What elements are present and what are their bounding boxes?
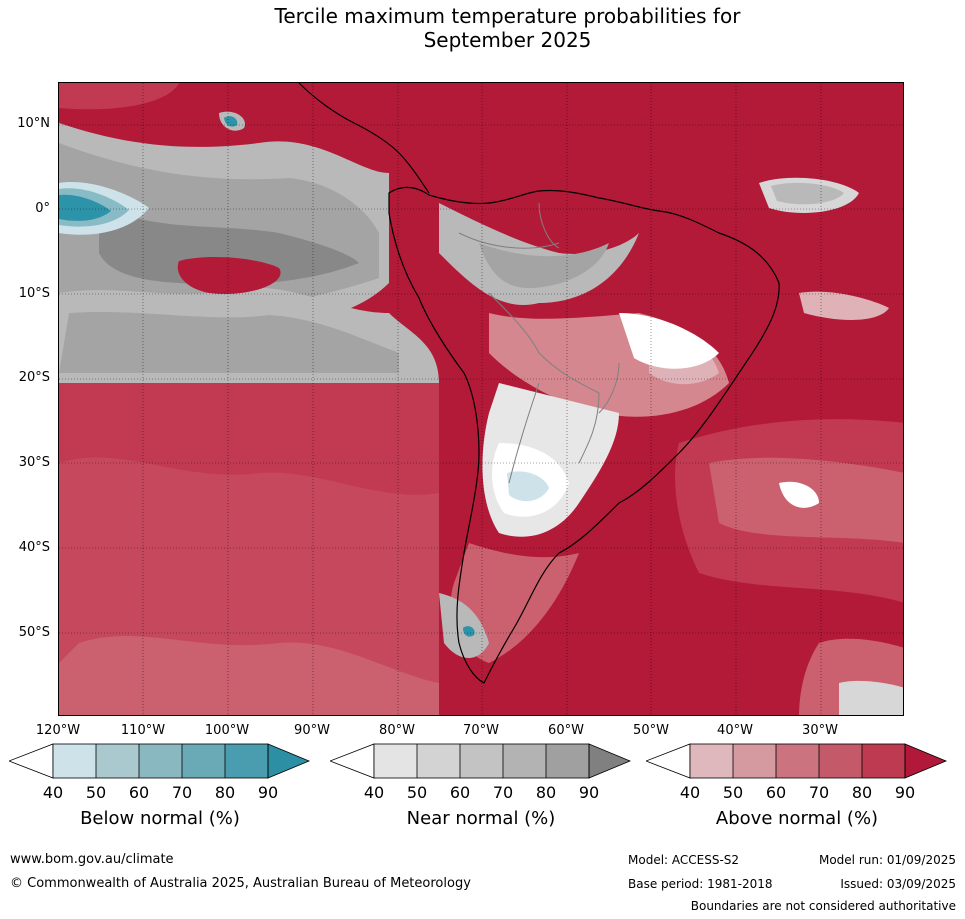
map-panel[interactable] [58,82,904,716]
amazon-near-region [439,203,639,305]
near-tick-90: 90 [578,783,600,802]
map-title-line2: September 2025 [423,28,592,52]
country-borders [458,202,620,484]
below-tick-70: 70 [171,783,193,802]
above-normal-colorbar [646,743,948,779]
lat-label-20s: 20°S [18,370,50,385]
central-america-coastline [298,83,430,194]
north-pacific-band [59,83,179,110]
above-normal-title: Above normal (%) [715,808,879,829]
lat-label-50s: 50°S [18,625,50,640]
above-tick-50: 50 [722,783,744,802]
below-tick-50: 50 [85,783,107,802]
near-tick-40: 40 [363,783,385,802]
above-tick-60: 60 [765,783,787,802]
footer-base-period: Base period: 1981-2018 [628,877,773,891]
footer-url[interactable]: www.bom.gov.au/climate [10,852,174,867]
atlantic-white-patch [779,481,819,508]
map-title-line1: Tercile maximum temperature probabilitie… [274,4,741,28]
below-normal-title: Below normal (%) [80,808,240,829]
lat-label-0: 0° [35,201,50,216]
lon-label-50w: 50°W [633,723,669,738]
below-tick-90: 90 [257,783,279,802]
south-pacific-band [59,635,439,715]
lon-label-80w: 80°W [379,723,415,738]
lon-label-120w: 120°W [35,723,81,738]
lon-label-70w: 70°W [463,723,499,738]
footer-copyright: © Commonwealth of Australia 2025, Austra… [10,876,471,891]
below-tick-80: 80 [214,783,236,802]
lon-label-100w: 100°W [204,723,250,738]
lat-label-10n: 10°N [17,116,50,131]
near-normal-colorbar [330,743,632,779]
near-tick-70: 70 [492,783,514,802]
lon-label-60w: 60°W [548,723,584,738]
patagonia-near-region [439,593,489,658]
far-south-near [839,680,903,715]
above-tick-40: 40 [679,783,701,802]
near-tick-60: 60 [449,783,471,802]
near-normal-title: Near normal (%) [406,808,556,829]
pacific-near-80 [59,311,399,373]
lat-label-10s: 10°S [18,286,50,301]
equatorial-pacific-near-90 [99,203,359,285]
map-title: Tercile maximum temperature probabilitie… [0,4,965,52]
equatorial-atlantic-near-70 [771,182,844,205]
footer-disclaimer: Boundaries are not considered authoritat… [690,899,956,913]
above-tick-80: 80 [851,783,873,802]
pacific-above-patch [177,257,281,294]
below-normal-patch-n [224,116,238,127]
footer-issued: Issued: 03/09/2025 [840,877,956,891]
lon-label-40w: 40°W [717,723,753,738]
south-america-coastline [388,186,780,684]
argentina-below-region [507,471,549,502]
near-tick-50: 50 [406,783,428,802]
lat-label-30s: 30°S [18,455,50,470]
brazil-white-patch [619,313,719,369]
amazon-near-80 [479,243,609,288]
lon-label-30w: 30°W [802,723,838,738]
below-normal-colorbar [9,743,311,779]
below-tick-40: 40 [42,783,64,802]
below-tick-60: 60 [128,783,150,802]
patagonia-below-patch [463,626,475,637]
above-tick-70: 70 [808,783,830,802]
lon-label-110w: 110°W [120,723,166,738]
near-tick-80: 80 [535,783,557,802]
lon-label-90w: 90°W [294,723,330,738]
footer-model-run: Model run: 01/09/2025 [818,853,956,867]
probability-map [59,83,903,715]
atlantic-above-50-patch [799,291,889,320]
above-tick-90: 90 [894,783,916,802]
below-normal-90 [59,194,111,221]
footer-model: Model: ACCESS-S2 [628,853,740,867]
lat-label-40s: 40°S [18,540,50,555]
graticule [59,83,903,715]
